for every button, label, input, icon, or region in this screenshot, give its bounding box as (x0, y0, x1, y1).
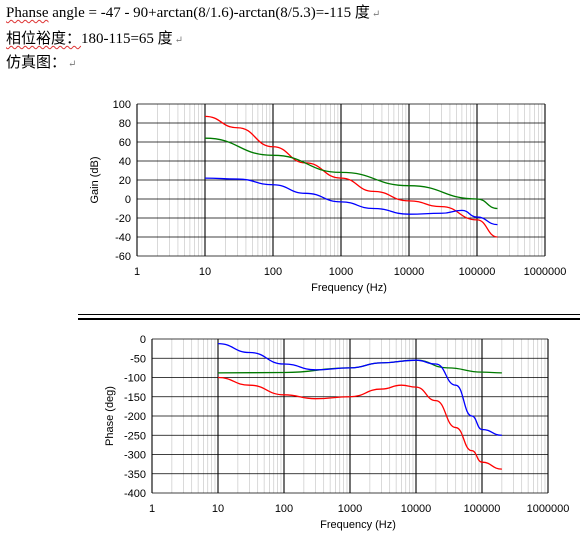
grid (151, 338, 549, 494)
x-tick-label: 10 (212, 503, 224, 515)
gain-chart: 100 80 60 40 20 0 -20 -40 -60 1 10 100 1000 10000 1000… (0, 92, 585, 312)
misspelled-word: Phanse (6, 5, 49, 21)
y-tick-label: 20 (119, 175, 131, 187)
x-tick-label: 1000000 (527, 503, 570, 515)
y-tick-label: -40 (115, 232, 131, 244)
chart-divider (78, 314, 580, 315)
y-tick-label: -200 (124, 411, 146, 423)
y-tick-label: -20 (115, 213, 131, 225)
paragraph-mark-icon: ↵ (174, 35, 184, 46)
y-tick-label: 0 (125, 194, 131, 206)
y-axis-label: Gain (dB) (89, 156, 101, 203)
y-tick-label: -100 (124, 373, 146, 385)
chart-divider-double (78, 318, 580, 320)
x-tick-label: 100 (275, 503, 293, 515)
y-tick-label: 0 (140, 334, 146, 346)
phase-margin-text: 180-115=65 度 (81, 31, 173, 47)
x-tick-label: 100 (264, 266, 282, 278)
grid (136, 103, 546, 257)
y-axis-label: Phase (deg) (104, 386, 116, 446)
simulation-label: 仿真图： (6, 55, 67, 71)
x-tick-label: 100000 (464, 503, 501, 515)
y-tick-label: 60 (119, 137, 131, 149)
blue-series-line (217, 342, 502, 436)
x-tick-label: 10 (199, 266, 211, 278)
x-tick-label: 1000 (338, 503, 362, 515)
x-tick-label: 1000 (329, 266, 353, 278)
y-tick-label: -400 (124, 488, 146, 500)
x-axis-label: Frequency (Hz) (320, 519, 396, 531)
y-tick-label: -300 (124, 450, 146, 462)
formula-text: angle = -47 - 90+arctan(8/1.6)-arctan(8/… (48, 5, 370, 21)
x-tick-label: 1 (149, 503, 155, 515)
x-tick-label: 10000 (401, 503, 432, 515)
y-tick-label: 100 (113, 99, 131, 111)
x-tick-label: 10000 (394, 266, 425, 278)
y-tick-label: -150 (124, 392, 146, 404)
phase-margin-line: 相位裕度：180-115=65 度 ↵ (6, 30, 183, 50)
paragraph-mark-icon: ↵ (371, 9, 381, 20)
phase-chart: 0 -50 -100 -150 -200 -250 -300 -350 -400 1 10 100 10… (0, 330, 585, 544)
green-series-line (204, 137, 498, 210)
y-tick-label: -50 (130, 353, 146, 365)
blue-series-line (204, 177, 498, 226)
gain-chart-svg: 100 80 60 40 20 0 -20 -40 -601 10 100 1000 10000 1000… (89, 99, 567, 294)
paragraph-mark-icon: ↵ (68, 59, 77, 70)
y-tick-label: 80 (119, 118, 131, 130)
x-tick-label: 1 (134, 266, 140, 278)
y-tick-label: 40 (119, 156, 131, 168)
y-tick-label: -60 (115, 251, 131, 263)
red-series-line (217, 376, 502, 470)
formula-line: Phanse angle = -47 - 90+arctan(8/1.6)-ar… (6, 4, 380, 24)
x-tick-label: 1000000 (524, 266, 567, 278)
phase-margin-label: 相位裕度： (6, 31, 82, 47)
x-tick-label: 100000 (459, 266, 496, 278)
red-series-line (204, 115, 498, 238)
x-axis-label: Frequency (Hz) (311, 282, 387, 294)
y-tick-label: -350 (124, 469, 146, 481)
simulation-label-line: 仿真图： ↵ (6, 54, 76, 74)
y-tick-label: -250 (124, 430, 146, 442)
